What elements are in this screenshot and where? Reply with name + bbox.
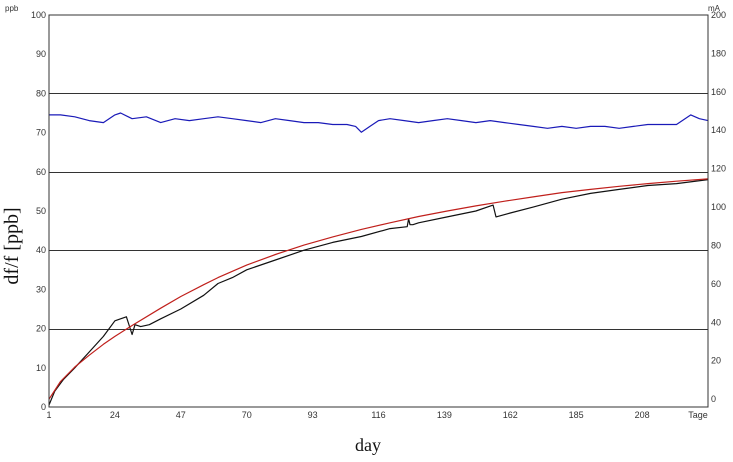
series-line-1 <box>49 112 709 133</box>
y-tick-label: 10 <box>36 363 46 373</box>
y2-tick-label: 80 <box>711 240 721 250</box>
left-axis-unit: ppb <box>5 4 19 13</box>
x-tick-label: 139 <box>437 410 452 420</box>
y-tick-label: 40 <box>36 245 46 255</box>
x-tick-label: 162 <box>503 410 518 420</box>
y-tick-label: 30 <box>36 284 46 294</box>
x-end-label: Tage <box>688 410 708 420</box>
x-axis-title: day <box>355 435 381 455</box>
series-line-2 <box>48 179 709 406</box>
x-tick-label: 185 <box>569 410 584 420</box>
y-tick-label: 100 <box>31 10 46 20</box>
y2-tick-label: 60 <box>711 279 721 289</box>
gridlines <box>49 93 708 330</box>
x-tick-label: 116 <box>371 410 385 420</box>
series-line-3 <box>48 178 709 400</box>
y-tick-label: 60 <box>36 167 46 177</box>
y-tick-label: 50 <box>36 206 46 216</box>
x-tick-label: 208 <box>635 410 650 420</box>
y-tick-label: 70 <box>36 128 46 138</box>
y2-tick-label: 100 <box>711 202 726 212</box>
y2-tick-label: 160 <box>711 87 726 97</box>
y2-tick-label: 120 <box>711 164 726 174</box>
left-y-tick-labels: 0 10 20 30 40 50 60 70 80 90 100 <box>31 10 46 412</box>
plot-frame <box>48 14 709 408</box>
x-tick-label: 93 <box>308 410 318 420</box>
y-tick-label: 90 <box>36 49 46 59</box>
y2-tick-label: 0 <box>711 394 716 404</box>
y-tick-label: 20 <box>36 324 46 334</box>
right-axis-unit: mA <box>708 4 721 13</box>
x-tick-label: 1 <box>46 410 51 420</box>
x-tick-labels: 1 24 47 70 93 116 139 162 185 208 Tage <box>46 410 707 420</box>
y2-tick-label: 20 <box>711 356 721 366</box>
y-tick-label: 80 <box>36 88 46 98</box>
x-tick-label: 47 <box>176 410 186 420</box>
series-group <box>48 112 709 406</box>
y-tick-label: 0 <box>41 402 46 412</box>
y2-tick-label: 180 <box>711 48 726 58</box>
right-y-tick-labels: 0 20 40 60 80 100 120 140 160 180 200 <box>711 10 726 404</box>
x-tick-label: 70 <box>242 410 252 420</box>
y2-tick-label: 40 <box>711 317 721 327</box>
y2-tick-label: 200 <box>711 10 726 20</box>
y2-tick-label: 140 <box>711 125 726 135</box>
x-tick-label: 24 <box>110 410 120 420</box>
y-axis-title: df/f [ppb] <box>1 207 23 284</box>
